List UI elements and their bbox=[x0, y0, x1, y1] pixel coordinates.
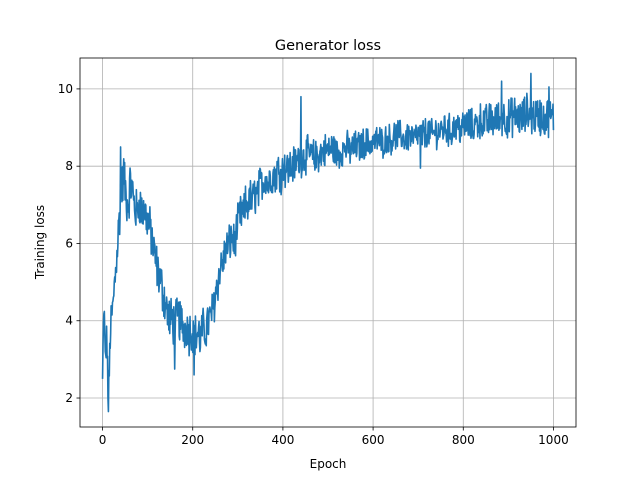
x-tick-label: 400 bbox=[271, 433, 294, 447]
series-line bbox=[101, 72, 555, 413]
x-tick-label: 1000 bbox=[538, 433, 569, 447]
y-tick-label: 6 bbox=[65, 236, 73, 250]
y-tick-label: 4 bbox=[65, 314, 73, 328]
y-tick-label: 10 bbox=[58, 82, 73, 96]
y-axis-label: Training loss bbox=[33, 205, 47, 280]
y-tick-label: 8 bbox=[65, 159, 73, 173]
series-layer bbox=[101, 72, 555, 413]
x-tick-label: 200 bbox=[181, 433, 204, 447]
x-tick-label: 800 bbox=[452, 433, 475, 447]
chart-title: Generator loss bbox=[275, 38, 381, 54]
y-axis: 2 4 6 8 10 bbox=[58, 82, 80, 405]
x-axis-label: Epoch bbox=[310, 457, 347, 471]
plot-frame bbox=[79, 57, 577, 428]
x-tick-label: 600 bbox=[362, 433, 385, 447]
y-tick-label: 2 bbox=[65, 391, 73, 405]
x-axis: 0 200 400 600 800 1000 bbox=[99, 427, 569, 447]
x-tick-label: 0 bbox=[99, 433, 107, 447]
